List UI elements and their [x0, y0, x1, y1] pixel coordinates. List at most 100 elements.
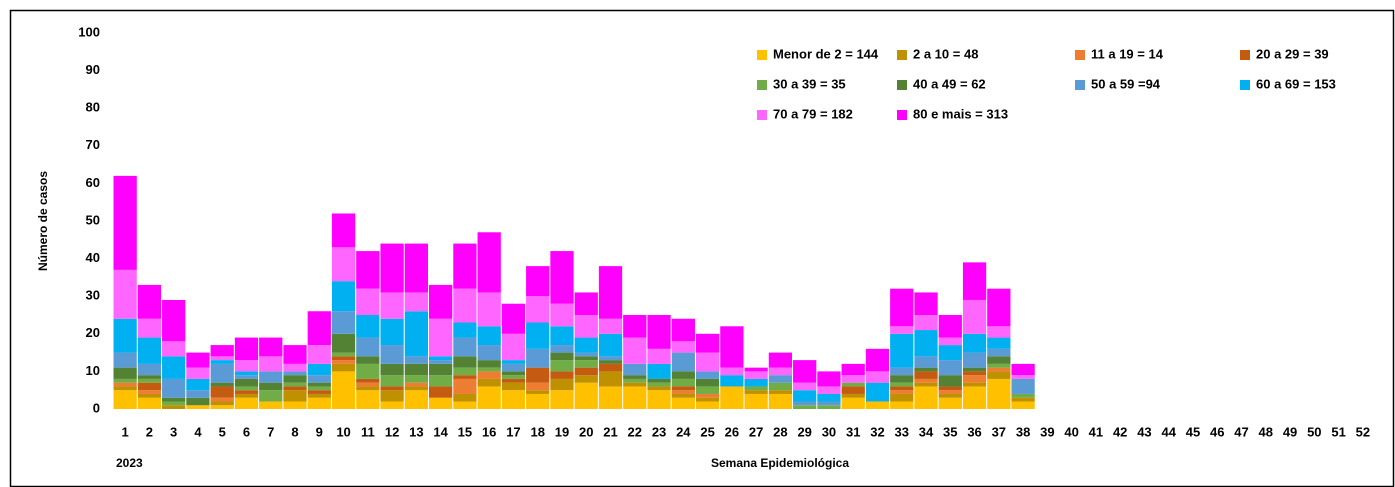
bar-segment	[890, 375, 914, 383]
bar-segment	[720, 375, 744, 387]
bar-segment	[137, 393, 162, 398]
bar-segment	[914, 386, 938, 409]
legend-swatch	[1075, 50, 1085, 60]
x-tick-label: 12	[385, 424, 399, 439]
x-tick-label: 19	[555, 424, 569, 439]
bar-segment	[671, 352, 695, 372]
bar-segment	[453, 367, 477, 376]
bar-segment	[914, 367, 938, 372]
bar-segment	[1011, 363, 1035, 376]
bar-segment	[647, 386, 671, 391]
x-tick-label: 18	[530, 424, 544, 439]
bar-segment	[744, 378, 768, 387]
bar-segment	[841, 363, 865, 376]
bar-segment	[914, 292, 938, 315]
bar-segment	[283, 375, 307, 383]
bar-segment	[186, 397, 210, 406]
bar-segment	[453, 288, 477, 323]
bar-segment	[695, 333, 720, 353]
x-tick-label: 22	[628, 424, 642, 439]
bar-segment	[404, 375, 428, 383]
bar-segment	[429, 386, 453, 398]
bar-segment	[1011, 397, 1035, 402]
bar-segment	[259, 356, 283, 372]
bar-segment	[598, 371, 623, 387]
bar-segment	[477, 371, 501, 379]
bar-segment	[768, 352, 793, 368]
bar-segment	[234, 375, 259, 379]
bar-segment	[841, 393, 865, 398]
bar-segment	[234, 386, 259, 391]
bar-segment	[307, 397, 331, 409]
bar-segment	[938, 345, 962, 361]
x-tick-label: 43	[1137, 424, 1151, 439]
bar-segment	[331, 281, 356, 312]
bar-segment	[186, 390, 210, 398]
bar-segment	[234, 397, 259, 409]
bar-segment	[623, 382, 647, 387]
bar-segment	[234, 337, 259, 361]
bar-segment	[526, 367, 550, 383]
x-axis-label: Semana Epidemiológica	[711, 456, 849, 470]
bar-segment	[162, 401, 186, 406]
bar-segment	[574, 292, 598, 315]
bar-segment	[210, 405, 234, 409]
bar-segment	[259, 382, 283, 391]
bar-segment	[429, 356, 453, 361]
bar-segment	[865, 382, 890, 402]
legend-label: 2 a 10 = 48	[913, 46, 978, 61]
legend-swatch	[757, 50, 767, 60]
legend-label: 50 a 59 =94	[1091, 76, 1161, 91]
legend-swatch	[757, 80, 767, 90]
bar-segment	[987, 348, 1011, 357]
x-tick-label: 20	[579, 424, 593, 439]
bar-segment	[137, 284, 162, 319]
bar-segment	[380, 375, 404, 387]
bar-segment	[259, 371, 283, 383]
bar-segment	[817, 371, 841, 387]
x-tick-label: 40	[1064, 424, 1078, 439]
bar-segment	[331, 352, 356, 357]
bar-segment	[647, 363, 671, 379]
bar-segment	[987, 356, 1011, 364]
bar-segment	[162, 341, 186, 357]
bar-segment	[647, 315, 671, 349]
x-tick-label: 9	[316, 424, 323, 439]
bar-segment	[477, 378, 501, 387]
bar-segment	[113, 352, 137, 368]
bar-segment	[429, 397, 453, 409]
bar-segment	[550, 326, 574, 346]
bar-segment	[526, 348, 550, 368]
bar-segment	[307, 393, 331, 398]
bar-segment	[962, 371, 987, 376]
y-tick-label: 50	[86, 212, 100, 227]
bar-segment	[962, 386, 987, 409]
bar-segment	[356, 390, 380, 409]
bar-segment	[574, 315, 598, 338]
bar-segment	[1011, 393, 1035, 398]
bar-segment	[938, 393, 962, 398]
bar-segment	[987, 326, 1011, 338]
bar-segment	[380, 243, 404, 293]
x-tick-label: 25	[700, 424, 714, 439]
bar-segment	[550, 360, 574, 372]
bar-segment	[259, 401, 283, 409]
x-tick-label: 30	[822, 424, 836, 439]
bar-segment	[598, 363, 623, 372]
bar-segment	[453, 356, 477, 368]
bar-segment	[477, 386, 501, 409]
bar-segment	[113, 378, 137, 383]
bar-segment	[671, 378, 695, 387]
bar-segment	[598, 386, 623, 409]
bar-segment	[987, 371, 1011, 379]
bar-segment	[453, 243, 477, 289]
bar-segment	[234, 371, 259, 376]
legend-swatch	[757, 110, 767, 120]
bar-segment	[671, 393, 695, 398]
bar-segment	[598, 333, 623, 357]
bar-segment	[647, 348, 671, 364]
bar-segment	[695, 397, 720, 402]
bar-segment	[162, 405, 186, 409]
bar-segment	[526, 322, 550, 349]
